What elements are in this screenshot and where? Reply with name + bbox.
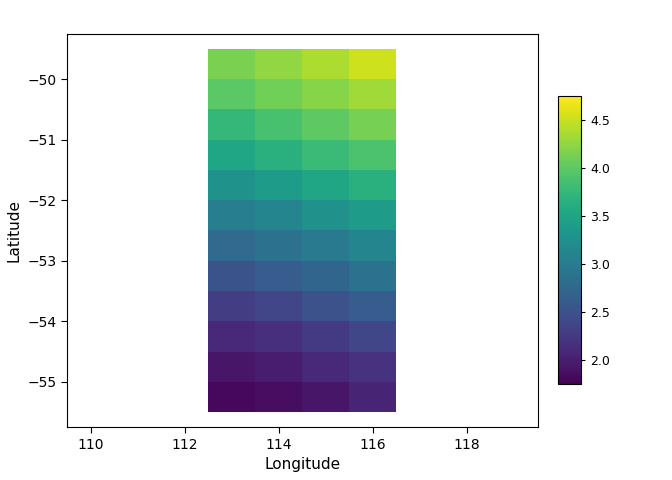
Bar — [255, 382, 302, 412]
Bar — [208, 170, 255, 200]
Bar — [255, 261, 302, 291]
Bar — [349, 382, 396, 412]
Bar — [208, 382, 255, 412]
Bar — [208, 261, 255, 291]
Bar — [349, 321, 396, 351]
Bar — [349, 351, 396, 382]
Bar — [208, 49, 255, 79]
Bar — [208, 321, 255, 351]
Bar — [302, 321, 349, 351]
Bar — [255, 291, 302, 321]
Bar — [302, 230, 349, 261]
Bar — [208, 109, 255, 140]
Bar — [255, 109, 302, 140]
Bar — [208, 291, 255, 321]
Bar — [349, 49, 396, 79]
Bar — [302, 291, 349, 321]
Bar — [255, 351, 302, 382]
Bar — [302, 170, 349, 200]
Bar — [349, 261, 396, 291]
Bar — [255, 140, 302, 170]
Bar — [349, 79, 396, 109]
Bar — [255, 170, 302, 200]
Bar — [302, 351, 349, 382]
Bar — [302, 382, 349, 412]
Bar — [208, 200, 255, 230]
Bar — [349, 230, 396, 261]
Bar — [349, 291, 396, 321]
Bar — [255, 200, 302, 230]
X-axis label: Longitude: Longitude — [264, 457, 341, 472]
Bar — [255, 49, 302, 79]
Bar — [255, 79, 302, 109]
Y-axis label: Latitude: Latitude — [7, 199, 22, 262]
Bar — [302, 261, 349, 291]
Bar — [302, 109, 349, 140]
Bar — [208, 230, 255, 261]
Bar — [302, 140, 349, 170]
Bar — [302, 49, 349, 79]
Bar — [255, 230, 302, 261]
Bar — [302, 200, 349, 230]
Bar — [302, 79, 349, 109]
Bar — [349, 140, 396, 170]
Bar — [349, 200, 396, 230]
Bar — [208, 140, 255, 170]
Bar — [349, 109, 396, 140]
Bar — [255, 321, 302, 351]
Bar — [208, 351, 255, 382]
Bar — [349, 170, 396, 200]
Bar — [208, 79, 255, 109]
